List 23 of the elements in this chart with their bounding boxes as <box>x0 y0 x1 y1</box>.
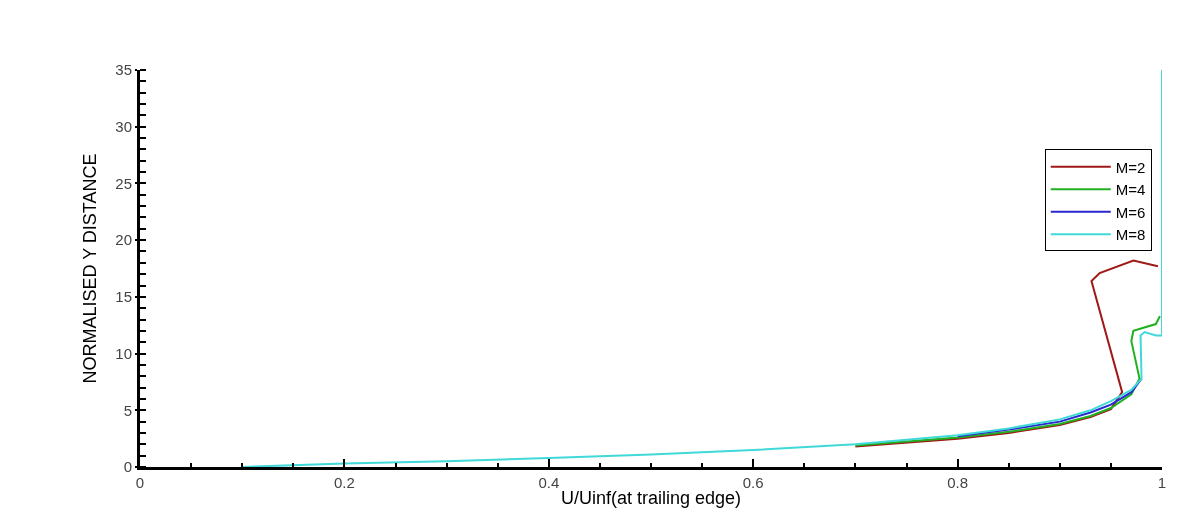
x-axis-title: U/Uinf(at trailing edge) <box>560 488 742 509</box>
line-series <box>854 315 1161 447</box>
y-tick-label: 5 <box>123 401 132 419</box>
line-series <box>241 70 1162 467</box>
x-tick-label: 1 <box>1157 474 1167 491</box>
y-tick-label: 25 <box>115 174 132 192</box>
x-tick-label: 0.4 <box>538 474 560 491</box>
y-tick-label: 0 <box>123 458 132 476</box>
legend-label: M=6 <box>1115 203 1146 221</box>
legend-label: M=2 <box>1115 158 1146 176</box>
y-tick-label: 35 <box>115 61 132 79</box>
line-series <box>854 259 1159 448</box>
y-tick-label: 30 <box>115 117 132 135</box>
x-tick-label: 0.8 <box>947 474 969 491</box>
y-tick-label: 15 <box>115 288 132 306</box>
y-tick-label: 10 <box>115 344 132 362</box>
x-tick-label: 0 <box>135 474 145 491</box>
y-tick-label: 20 <box>115 231 132 249</box>
y-axis-title: NORMALISED Y DISTANCE <box>79 153 100 384</box>
x-tick-label: 0.2 <box>333 474 355 491</box>
legend-label: M=4 <box>1115 181 1146 198</box>
legend-label: M=8 <box>1115 226 1146 243</box>
x-tick-label: 0.6 <box>742 474 764 491</box>
